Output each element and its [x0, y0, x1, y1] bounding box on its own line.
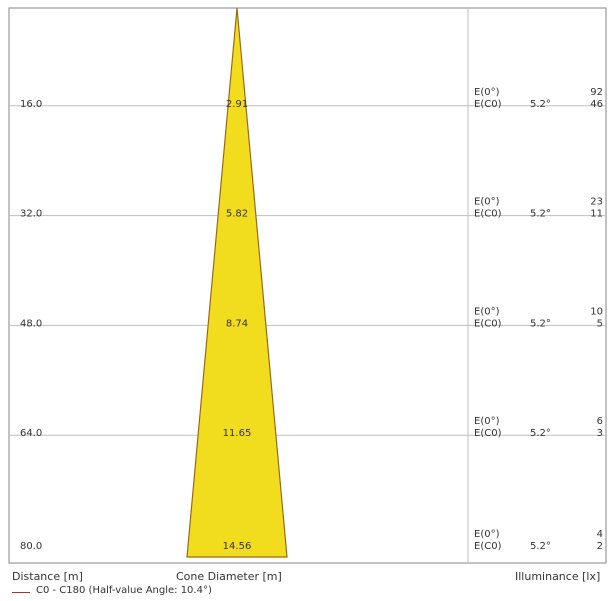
e0-label: E(0°)	[474, 197, 500, 208]
ec-label: E(C0)	[474, 318, 502, 329]
distance-label: 32.0	[20, 209, 42, 220]
ec-value: 11	[590, 209, 603, 220]
angle-label: 5.2°	[530, 318, 551, 329]
e0-value: 6	[597, 416, 603, 427]
diameter-label: 11.65	[223, 428, 252, 439]
diameter-axis-label: Cone Diameter [m]	[176, 570, 282, 583]
diameter-label: 8.74	[226, 318, 248, 329]
illuminance-axis-label: Illuminance [lx]	[515, 570, 601, 583]
distance-label: 80.0	[20, 541, 42, 552]
grid-layer	[8, 7, 607, 564]
ec-label: E(C0)	[474, 209, 502, 220]
e0-value: 23	[590, 197, 603, 208]
ec-label: E(C0)	[474, 99, 502, 110]
diameter-label: 2.91	[226, 99, 248, 110]
legend-line	[12, 592, 30, 593]
e0-label: E(0°)	[474, 306, 500, 317]
angle-label: 5.2°	[530, 209, 551, 220]
ec-value: 5	[597, 318, 603, 329]
diameter-label: 14.56	[223, 541, 252, 552]
distance-label: 48.0	[20, 318, 42, 329]
ec-value: 46	[590, 99, 603, 110]
diameter-label: 5.82	[226, 209, 248, 220]
ec-label: E(C0)	[474, 428, 502, 439]
angle-label: 5.2°	[530, 99, 551, 110]
e0-value: 4	[597, 529, 603, 540]
distance-label: 64.0	[20, 428, 42, 439]
ec-label: E(C0)	[474, 541, 502, 552]
angle-label: 5.2°	[530, 428, 551, 439]
ec-value: 3	[597, 428, 603, 439]
ec-value: 2	[597, 541, 603, 552]
e0-label: E(0°)	[474, 87, 500, 98]
legend-label: C0 - C180 (Half-value Angle: 10.4°)	[36, 585, 212, 596]
e0-value: 10	[590, 306, 603, 317]
e0-label: E(0°)	[474, 529, 500, 540]
light-cone	[186, 7, 288, 558]
e0-label: E(0°)	[474, 416, 500, 427]
distance-axis-label: Distance [m]	[12, 570, 83, 583]
e0-value: 92	[590, 87, 603, 98]
chart-frame	[8, 7, 607, 564]
angle-label: 5.2°	[530, 541, 551, 552]
distance-label: 16.0	[20, 99, 42, 110]
